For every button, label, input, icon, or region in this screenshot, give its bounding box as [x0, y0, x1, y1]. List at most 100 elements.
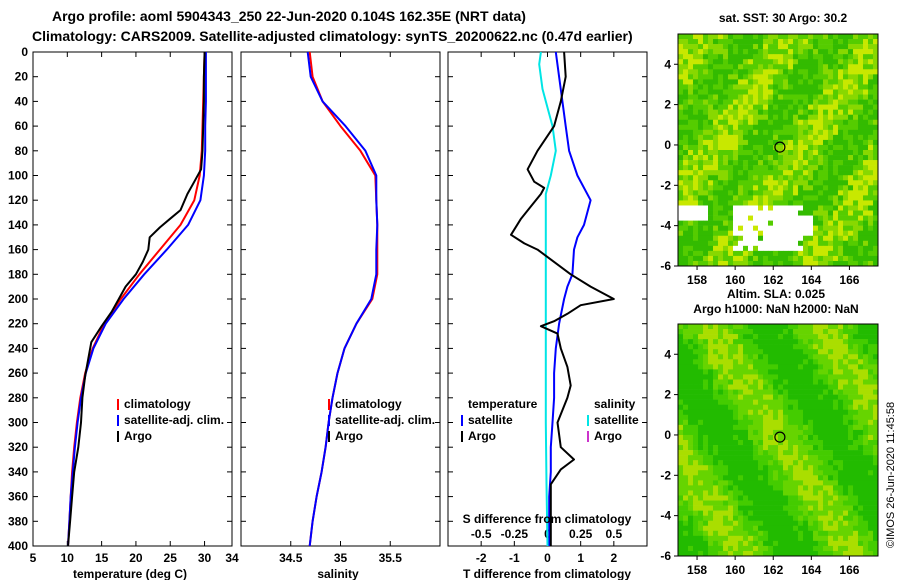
- map-cell: [783, 170, 789, 176]
- map-cell: [723, 109, 729, 115]
- map-cell: [818, 490, 824, 496]
- map-cell: [758, 79, 764, 85]
- map-cell: [748, 399, 754, 405]
- map-cell: [683, 344, 689, 350]
- map-cell: [848, 84, 854, 90]
- map-cell: [803, 369, 809, 375]
- map-cell: [688, 344, 694, 350]
- map-cell: [708, 215, 714, 221]
- map-cell: [708, 190, 714, 196]
- map-cell: [758, 500, 764, 506]
- map-cell: [738, 255, 744, 262]
- map-cell: [773, 150, 779, 156]
- lon-tick-label: 158: [687, 273, 707, 287]
- map-cell: [838, 245, 844, 252]
- map-cell: [853, 79, 859, 85]
- map-cell: [693, 354, 699, 360]
- map-cell: [838, 230, 844, 237]
- legend-climatology: climatology: [335, 397, 402, 411]
- map-cell: [693, 190, 699, 196]
- depth-tick-label: 140: [8, 218, 28, 232]
- map-cell: [838, 185, 844, 191]
- map-cell: [743, 515, 749, 521]
- map-cell: [693, 324, 699, 330]
- map-cell: [738, 74, 744, 80]
- map-cell: [703, 460, 709, 466]
- s-tick-label: -0.25: [501, 527, 529, 541]
- map-cell: [753, 379, 759, 385]
- map-cell: [793, 389, 799, 395]
- map-cell: [713, 339, 719, 345]
- map-cell: [823, 255, 829, 262]
- map-cell: [848, 344, 854, 350]
- map-cell: [723, 94, 729, 100]
- map-cell: [743, 49, 749, 55]
- map-cell: [828, 434, 834, 441]
- map-cell: [743, 540, 749, 547]
- map-cell: [838, 424, 844, 431]
- map-cell: [838, 409, 844, 416]
- map-cell: [713, 334, 719, 340]
- map-cell: [748, 69, 754, 75]
- map-cell: [863, 399, 869, 405]
- map-cell: [863, 394, 869, 400]
- map-cell: [823, 465, 829, 471]
- map-cell: [833, 74, 839, 80]
- map-cell: [833, 440, 839, 446]
- map-cell: [698, 510, 704, 516]
- map-cell: [753, 429, 759, 436]
- map-cell: [773, 404, 779, 411]
- map-cell: [718, 389, 724, 395]
- map-cell: [838, 450, 844, 456]
- map-cell: [823, 429, 829, 436]
- map-cell: [728, 150, 734, 156]
- map-cell: [873, 49, 879, 55]
- map-cell: [838, 84, 844, 90]
- map-cell: [743, 409, 749, 416]
- map-cell: [758, 344, 764, 350]
- map-cell: [708, 230, 714, 237]
- map-cell: [698, 150, 704, 156]
- map-cell: [793, 465, 799, 471]
- map-cell: [688, 455, 694, 461]
- map-cell: [688, 210, 694, 216]
- map-cell: [828, 205, 834, 211]
- map-cell: [758, 84, 764, 90]
- map-cell: [853, 525, 859, 532]
- map-cell: [808, 480, 814, 486]
- map-cell: [793, 64, 799, 70]
- map-cell: [678, 64, 684, 70]
- map-cell: [713, 505, 719, 511]
- map-cell: [868, 525, 874, 532]
- temperature-xlabel: temperature (deg C): [73, 567, 187, 580]
- map-cell: [783, 255, 789, 262]
- map-cell: [733, 59, 739, 65]
- map-cell: [693, 349, 699, 355]
- map-cell: [703, 505, 709, 511]
- map-cell: [753, 44, 759, 50]
- map-cell: [793, 490, 799, 496]
- map-cell: [683, 480, 689, 486]
- map-cell: [693, 490, 699, 496]
- map-cell: [708, 124, 714, 131]
- map-cell: [773, 34, 779, 40]
- map-cell: [713, 185, 719, 191]
- map-cell: [798, 394, 804, 400]
- map-cell: [763, 455, 769, 461]
- map-cell: [763, 129, 769, 136]
- map-cell: [838, 394, 844, 400]
- map-cell: [723, 160, 729, 166]
- map-cell: [693, 525, 699, 532]
- map-cell: [693, 129, 699, 136]
- map-cell: [868, 409, 874, 416]
- map-cell: [793, 424, 799, 431]
- map-cell: [763, 535, 769, 542]
- map-cell: [833, 144, 839, 151]
- map-cell: [813, 225, 819, 231]
- map-cell: [723, 84, 729, 90]
- map-cell: [833, 429, 839, 436]
- map-cell: [808, 339, 814, 345]
- map-cell: [813, 235, 819, 242]
- map-cell: [728, 84, 734, 90]
- map-cell: [793, 190, 799, 196]
